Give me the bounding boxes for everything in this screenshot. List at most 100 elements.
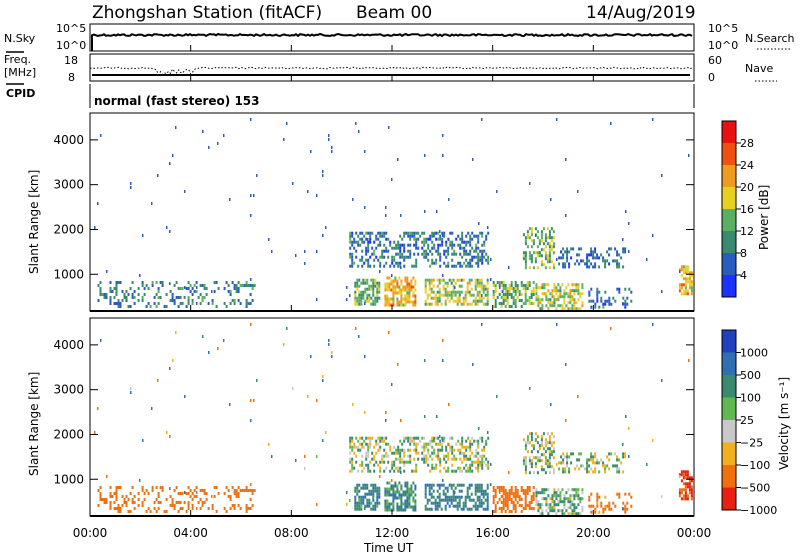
- velocity-cell: [449, 448, 452, 452]
- power-cell: [113, 302, 116, 305]
- velocity-colorbar-label: Velocity [m s⁻¹]: [777, 377, 791, 470]
- velocity-cell: [400, 502, 403, 506]
- power-cell: [355, 122, 357, 125]
- velocity-cell: [477, 466, 480, 470]
- velocity-cell: [444, 504, 447, 508]
- power-cell: [115, 302, 118, 305]
- velocity-cell: [196, 507, 198, 510]
- velocity-cell: [498, 486, 501, 489]
- power-cell: [458, 278, 461, 282]
- power-cell: [201, 299, 204, 302]
- velocity-cell: [388, 508, 391, 512]
- velocity-cell: [450, 501, 453, 505]
- velocity-cell: [466, 507, 469, 511]
- velocity-cell: [590, 492, 593, 496]
- velocity-cell: [384, 499, 387, 503]
- power-cell: [553, 304, 556, 308]
- velocity-cell: [183, 501, 186, 504]
- power-cell: [512, 287, 515, 290]
- velocity-cell: [379, 448, 382, 452]
- velocity-cell: [384, 490, 387, 494]
- power-cell: [358, 299, 361, 303]
- velocity-cell: [547, 503, 550, 507]
- velocity-cell: [545, 488, 548, 492]
- velocity-cell: [443, 457, 446, 461]
- power-cell: [393, 255, 396, 259]
- power-cell: [364, 278, 367, 282]
- velocity-cell: [401, 442, 404, 446]
- velocity-cell: [522, 459, 525, 463]
- velocity-cell: [394, 481, 397, 485]
- velocity-cell: [423, 448, 426, 452]
- power-cell: [576, 253, 579, 257]
- velocity-cell: [179, 492, 182, 495]
- power-cell: [229, 293, 232, 296]
- power-cell: [604, 262, 607, 266]
- velocity-cell: [143, 498, 146, 501]
- velocity-cell: [512, 501, 515, 504]
- velocity-cell: [113, 492, 116, 495]
- power-cell: [392, 291, 395, 295]
- power-cell: [516, 296, 519, 299]
- power-cell: [357, 234, 360, 238]
- power-cell: [466, 281, 469, 285]
- velocity-cell: [361, 442, 364, 446]
- power-cell: [594, 262, 597, 266]
- power-cell: [384, 285, 387, 289]
- velocity-cell: [369, 445, 372, 449]
- velocity-cell: [251, 492, 254, 495]
- velocity-cell: [462, 504, 465, 508]
- velocity-cell: [367, 436, 370, 440]
- velocity-cell: [354, 507, 357, 511]
- velocity-cell: [487, 431, 489, 434]
- velocity-cell: [684, 476, 687, 480]
- power-cell: [396, 285, 399, 289]
- velocity-cell: [616, 455, 619, 459]
- power-cell: [425, 255, 428, 259]
- velocity-cell: [368, 489, 371, 493]
- velocity-cell: [452, 492, 455, 496]
- velocity-cell: [580, 452, 583, 456]
- velocity-cell: [358, 495, 361, 499]
- velocity-cell: [355, 327, 357, 330]
- velocity-cell: [481, 463, 484, 467]
- power-cell: [292, 182, 294, 185]
- power-cell: [354, 293, 357, 297]
- velocity-cell: [370, 483, 373, 487]
- velocity-cell: [451, 436, 454, 440]
- power-cell: [431, 246, 434, 250]
- power-cell: [433, 246, 436, 250]
- power-cell: [510, 287, 513, 290]
- velocity-cell: [424, 504, 427, 508]
- velocity-cell: [612, 501, 615, 505]
- power-cell: [569, 295, 572, 299]
- power-cell: [548, 257, 551, 261]
- velocity-cell: [474, 501, 477, 505]
- power-cell: [383, 255, 386, 259]
- power-cell: [349, 252, 352, 256]
- power-cell: [113, 287, 116, 290]
- velocity-cell: [477, 469, 480, 473]
- velocity-cell: [385, 466, 388, 470]
- velocity-cell: [624, 492, 627, 496]
- velocity-cell: [369, 436, 372, 440]
- power-cell: [450, 293, 453, 297]
- velocity-cell: [351, 436, 354, 440]
- velocity-cell: [379, 469, 382, 473]
- power-cell: [569, 301, 572, 305]
- velocity-cell: [464, 501, 467, 505]
- power-cell: [391, 261, 394, 265]
- power-cell: [356, 296, 359, 300]
- velocity-cell: [616, 467, 619, 471]
- power-cell: [395, 252, 398, 256]
- velocity-cell: [600, 504, 603, 508]
- velocity-cell: [409, 457, 412, 461]
- power-cell: [187, 281, 190, 284]
- velocity-cell: [592, 470, 595, 474]
- power-cell: [441, 240, 444, 244]
- power-cell: [496, 296, 499, 299]
- velocity-cell: [526, 486, 529, 489]
- velocity-cell: [388, 331, 390, 334]
- velocity-cell: [506, 501, 509, 504]
- velocity-cell: [386, 490, 389, 494]
